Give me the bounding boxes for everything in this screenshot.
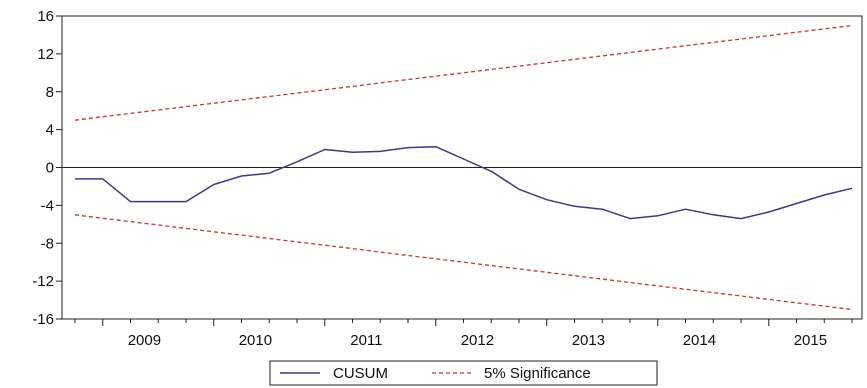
- x-tick-label: 2013: [572, 332, 605, 349]
- series-line-0: [75, 145, 853, 220]
- legend: CUSUM 5% Significance: [269, 360, 658, 386]
- y-axis: 16 12 8 4 0 -4 -8 -12 -16: [32, 8, 62, 328]
- x-tick-label: 2012: [461, 332, 494, 349]
- y-tick-label: -4: [41, 197, 54, 214]
- x-tick-label: 2009: [128, 332, 161, 349]
- x-tick-label: 2014: [683, 332, 716, 349]
- series-line-1: [74, 24, 853, 121]
- y-tick-label: -8: [41, 235, 54, 252]
- y-tick-label: -12: [32, 273, 54, 290]
- x-tick-label: 2011: [350, 332, 382, 349]
- series-layer: [74, 24, 853, 311]
- x-tick-label: 2015: [794, 332, 827, 349]
- y-tick-label: 4: [46, 122, 54, 139]
- y-tick-label: -16: [32, 311, 54, 328]
- x-axis: 2009 2010 2011 2012 2013 2014 2015: [74, 319, 853, 349]
- x-tick-label: 2010: [239, 332, 272, 349]
- legend-label-cusum: CUSUM: [333, 365, 388, 382]
- y-tick-label: 8: [46, 84, 54, 101]
- series-line-2: [74, 214, 853, 311]
- legend-label-significance: 5% Significance: [484, 365, 591, 382]
- y-tick-label: 12: [37, 46, 54, 63]
- y-tick-label: 16: [37, 8, 54, 25]
- y-tick-label: 0: [46, 160, 54, 177]
